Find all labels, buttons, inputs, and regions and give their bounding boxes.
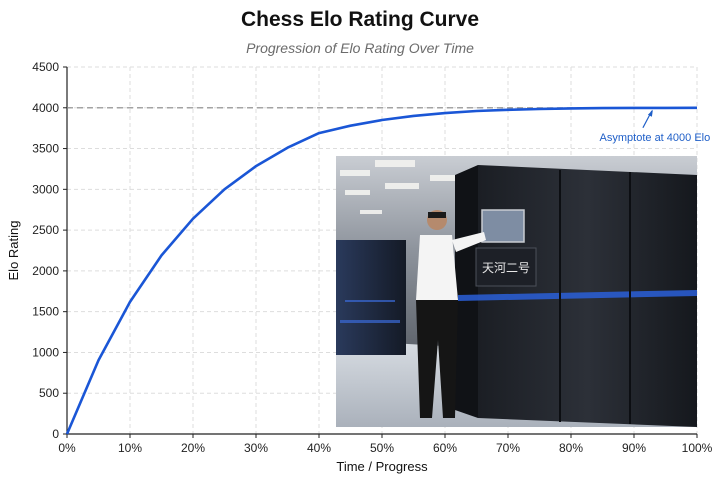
elo-series-line <box>65 106 698 435</box>
x-tick-label: 70% <box>496 441 520 455</box>
x-tick-label: 40% <box>307 441 331 455</box>
y-tick-label: 4000 <box>32 101 59 115</box>
y-axis-title: Elo Rating <box>6 221 21 281</box>
inset-photo: 天河二号 <box>336 156 697 427</box>
x-tick-label: 30% <box>244 441 268 455</box>
annotation-arrowhead <box>647 109 653 117</box>
y-tick-label: 3500 <box>32 142 59 156</box>
x-tick-label: 50% <box>370 441 394 455</box>
x-tick-label: 60% <box>433 441 457 455</box>
x-tick-label: 100% <box>682 441 713 455</box>
x-tick-label: 20% <box>181 441 205 455</box>
axes: 0 500 1000 1500 2000 2500 3000 3500 4000 4500 0% 10… <box>6 60 713 474</box>
y-tick-label: 4500 <box>32 60 59 74</box>
y-tick-label: 1000 <box>32 345 59 359</box>
x-tick-label: 80% <box>559 441 583 455</box>
y-tick-label: 2000 <box>32 264 59 278</box>
x-tick-label: 10% <box>118 441 142 455</box>
x-tick-label: 90% <box>622 441 646 455</box>
y-tick-label: 0 <box>52 427 59 441</box>
annotation-label: Asymptote at 4000 Elo <box>600 132 711 144</box>
annotation-group: Asymptote at 4000 Elo <box>600 109 711 144</box>
person-figure <box>416 210 486 418</box>
x-tick-label: 0% <box>58 441 76 455</box>
chart-title: Chess Elo Rating Curve <box>240 8 480 31</box>
y-tick-label: 2500 <box>32 223 59 237</box>
y-tick-label: 1500 <box>32 305 59 319</box>
inset-overlay-text: 天河二号 <box>482 261 530 275</box>
chart-subtitle: Progression of Elo Rating Over Time <box>246 40 474 56</box>
x-axis-title: Time / Progress <box>336 459 428 474</box>
y-tick-label: 3000 <box>32 182 59 196</box>
y-tick-label: 500 <box>39 386 59 400</box>
series-group <box>65 106 698 435</box>
